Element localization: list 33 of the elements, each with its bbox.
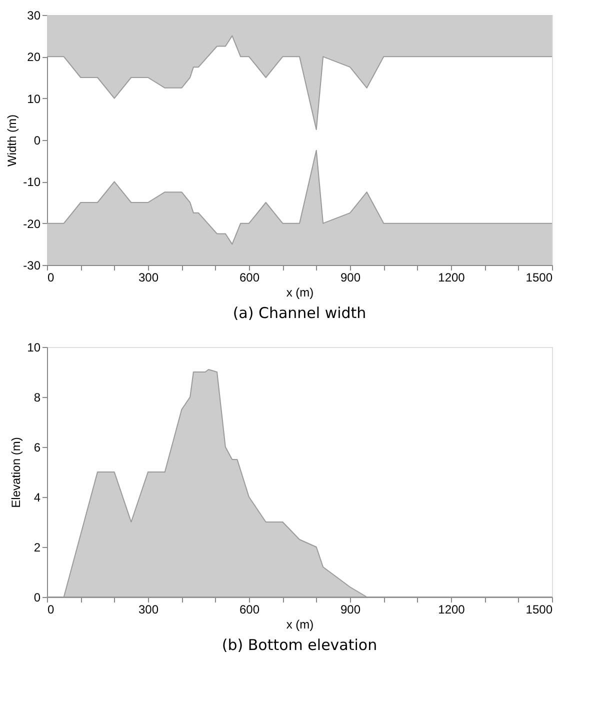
- y-tick-label: -30: [23, 258, 41, 272]
- y-tick-label: 10: [27, 92, 41, 106]
- x-tick-label: 0: [48, 270, 54, 284]
- line-series: [46, 35, 552, 130]
- y-tick-label: 6: [34, 440, 41, 454]
- y-tick-label: -20: [23, 216, 41, 231]
- x-axis-title: x (m): [286, 286, 314, 300]
- text: (a) Channel width: [232, 304, 366, 322]
- y-tick-label: 10: [27, 340, 41, 354]
- x-tick-label: 1200: [438, 602, 466, 616]
- x-axis-title: x (m): [286, 618, 314, 632]
- x-tick-label: 300: [138, 270, 159, 284]
- y-tick-label: 20: [27, 50, 41, 64]
- y-tick-label: 0: [34, 590, 41, 604]
- y-tick-label: 0: [34, 134, 41, 148]
- y-tick-label: 2: [34, 540, 41, 554]
- x-tick-label: 1200: [438, 270, 466, 284]
- x-tick-label: 300: [138, 602, 159, 616]
- y-tick-label: 30: [27, 8, 41, 22]
- x-tick-label: 1500: [526, 270, 553, 284]
- x-tick-label: 600: [239, 270, 260, 284]
- text: (b) Bottom elevation: [222, 636, 378, 654]
- y-tick-label: 4: [34, 490, 41, 504]
- y-tick-label: 8: [34, 390, 41, 404]
- x-tick-label: 900: [340, 602, 361, 616]
- y-axis-title: Elevation (m): [9, 437, 24, 508]
- x-tick-label: 600: [239, 602, 260, 616]
- y-tick-label: -10: [23, 175, 41, 190]
- line-series: [46, 150, 552, 245]
- x-tick-label: 0: [48, 602, 54, 616]
- x-tick-label: 900: [340, 270, 361, 284]
- x-tick-label: 1500: [526, 602, 553, 616]
- y-axis-title: Width (m): [5, 114, 20, 166]
